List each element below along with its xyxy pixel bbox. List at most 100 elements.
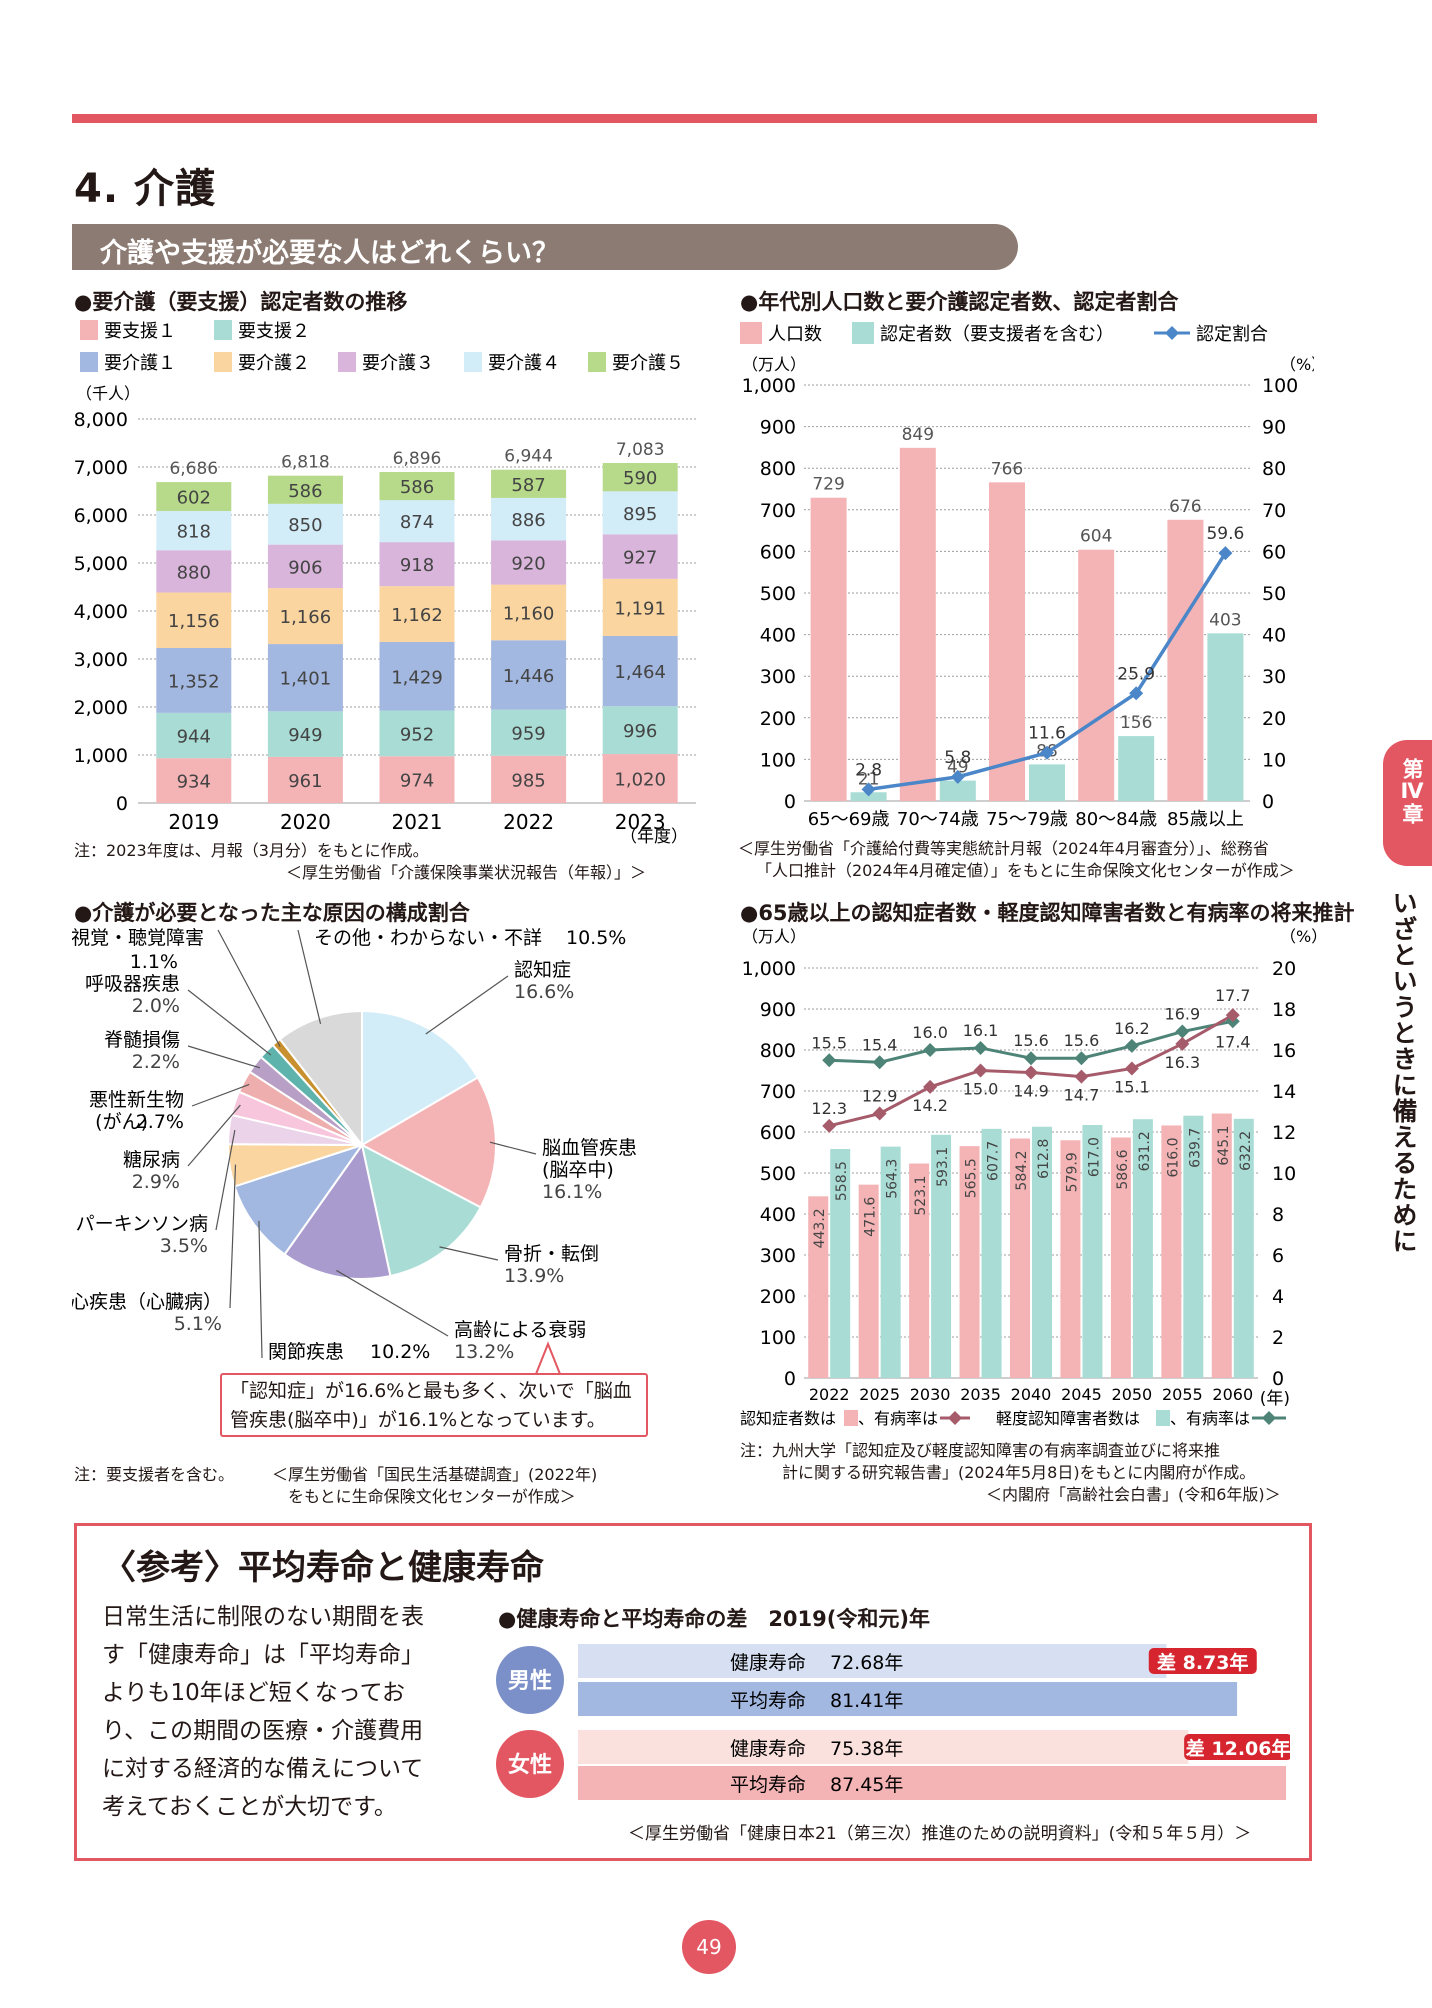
data-label: 1,191 bbox=[614, 598, 666, 619]
leader-line bbox=[187, 1045, 261, 1069]
reference-line: 考えておくことが大切です。 bbox=[102, 1794, 397, 1820]
gender-badge bbox=[496, 1730, 564, 1798]
y-tick-label: 200 bbox=[760, 1286, 796, 1308]
y-tick-label-right: 12 bbox=[1272, 1122, 1296, 1144]
bar-segment bbox=[379, 542, 455, 587]
dementia-bar bbox=[858, 1184, 879, 1378]
y-tick-label-right: 20 bbox=[1272, 958, 1296, 980]
slice-name: 悪性新生物 bbox=[89, 1089, 184, 1111]
bar-segment bbox=[267, 503, 343, 545]
y-tick-label: 8,000 bbox=[74, 409, 128, 431]
dementia-bar bbox=[959, 1146, 980, 1378]
dementia-bar bbox=[808, 1196, 829, 1378]
mci-rate-marker bbox=[973, 1040, 988, 1055]
pie-slice bbox=[360, 1143, 482, 1278]
dementia-rate-marker bbox=[1074, 1069, 1089, 1084]
bar-segment bbox=[267, 588, 343, 645]
mci-label: 631.2 bbox=[1137, 1131, 1153, 1171]
mci-label: 632.2 bbox=[1238, 1131, 1254, 1171]
data-label: 985 bbox=[511, 770, 545, 791]
chart2-source-1: ＜厚生労働省「介護給付費等実態統計月報（2024年4月審査分）」、総務省 bbox=[738, 839, 1269, 858]
reference-title: 〈参考〉平均寿命と健康寿命 bbox=[102, 1548, 544, 1588]
mci-rate-marker bbox=[1124, 1038, 1139, 1053]
y-tick-label-right: 100 bbox=[1262, 375, 1298, 397]
gap-badge bbox=[1184, 1734, 1290, 1760]
mci-rate-label: 15.6 bbox=[1013, 1031, 1049, 1050]
y-tick-label: 400 bbox=[760, 625, 796, 647]
slice-value: 2.0% bbox=[132, 995, 180, 1017]
bar-segment bbox=[156, 712, 232, 759]
bar-segment bbox=[156, 647, 232, 713]
certified-label: 49 bbox=[947, 758, 969, 778]
y-tick-label: 800 bbox=[760, 458, 796, 480]
legend-swatch bbox=[214, 320, 232, 340]
reference-box bbox=[74, 1523, 1312, 1861]
population-bar bbox=[989, 482, 1025, 801]
dementia-rate-marker bbox=[1175, 1036, 1190, 1051]
x-tick-label: 2045 bbox=[1061, 1385, 1102, 1404]
y-tick-label: 300 bbox=[760, 1245, 796, 1267]
mci-bar bbox=[1082, 1125, 1103, 1378]
mci-label: 639.7 bbox=[1187, 1128, 1203, 1168]
leader-line bbox=[217, 929, 281, 1047]
mci-rate-marker bbox=[1024, 1051, 1038, 1066]
mci-rate-label: 16.0 bbox=[912, 1023, 948, 1042]
bar-segment bbox=[602, 706, 678, 755]
x-tick-label: 2050 bbox=[1112, 1385, 1153, 1404]
ratio-label: 5.8 bbox=[944, 748, 971, 768]
legend-label: 認知症者数は bbox=[740, 1409, 836, 1428]
y-tick-label: 4,000 bbox=[74, 601, 128, 623]
bar-segment bbox=[267, 756, 343, 803]
y-tick-label-right: 60 bbox=[1262, 541, 1286, 563]
leader-line bbox=[229, 1164, 237, 1309]
data-label: 602 bbox=[177, 488, 211, 509]
mci-rate-label: 16.1 bbox=[963, 1021, 999, 1040]
data-label: 974 bbox=[400, 771, 434, 792]
gap-label: 差 8.73年 bbox=[1157, 1651, 1249, 1674]
certified-label: 403 bbox=[1209, 610, 1241, 630]
legend-label: 要介護１ bbox=[104, 353, 176, 374]
data-label: 850 bbox=[288, 515, 322, 536]
mci-label: 593.1 bbox=[935, 1147, 951, 1187]
bar-segment bbox=[602, 578, 678, 636]
slice-value: 13.2% bbox=[454, 1341, 514, 1363]
page-number: 49 bbox=[682, 1920, 736, 1974]
legend-swatch bbox=[214, 352, 232, 372]
bar-segment bbox=[156, 550, 232, 593]
y-axis-label: （%） bbox=[1280, 355, 1314, 374]
y-tick-label: 3,000 bbox=[74, 649, 128, 671]
x-tick-label: 70～74歳 bbox=[897, 809, 979, 830]
bar-segment bbox=[491, 709, 567, 756]
chapter-tab[interactable] bbox=[1383, 740, 1432, 866]
mci-bar bbox=[1233, 1118, 1254, 1378]
y-tick-label-right: 0 bbox=[1272, 1368, 1284, 1390]
y-tick-label: 700 bbox=[760, 500, 796, 522]
population-bar bbox=[1078, 549, 1115, 801]
average-label: 平均寿命 bbox=[730, 1774, 806, 1796]
dementia-bar bbox=[1211, 1113, 1232, 1378]
y-tick-label-right: 70 bbox=[1262, 500, 1286, 522]
bar-segment bbox=[379, 472, 455, 501]
dementia-bar bbox=[1161, 1125, 1182, 1378]
bar-segment bbox=[379, 641, 455, 711]
data-label: 886 bbox=[511, 510, 545, 531]
mci-label: 607.7 bbox=[986, 1141, 1002, 1181]
mci-bar bbox=[981, 1128, 1002, 1378]
chapter-caption: いざというときに備えるために bbox=[1389, 890, 1418, 1254]
mci-bar bbox=[1183, 1115, 1204, 1378]
slice-value: 2.2% bbox=[132, 1051, 180, 1073]
population-bar bbox=[810, 497, 847, 801]
certified-bar bbox=[1118, 736, 1155, 801]
legend-swatch bbox=[80, 320, 98, 340]
bar-segment bbox=[491, 755, 567, 803]
population-bar bbox=[899, 447, 936, 801]
slice-name: 脳血管疾患 bbox=[542, 1137, 637, 1159]
section-banner-text: 介護や支援が必要な人はどれくらい？ bbox=[100, 238, 559, 269]
chart4-source: ＜内閣府「高齢社会白書」(令和6年版)＞ bbox=[986, 1485, 1281, 1504]
x-tick-label: 65～69歳 bbox=[808, 809, 890, 830]
legend-label: 、有病率は bbox=[1170, 1409, 1250, 1428]
chapter-tab-label: 第Ⅳ章 bbox=[1400, 758, 1424, 824]
y-tick-label: 200 bbox=[760, 708, 796, 730]
reference-line: 日常生活に制限のない期間を表 bbox=[102, 1604, 424, 1630]
ratio-marker bbox=[950, 769, 965, 784]
